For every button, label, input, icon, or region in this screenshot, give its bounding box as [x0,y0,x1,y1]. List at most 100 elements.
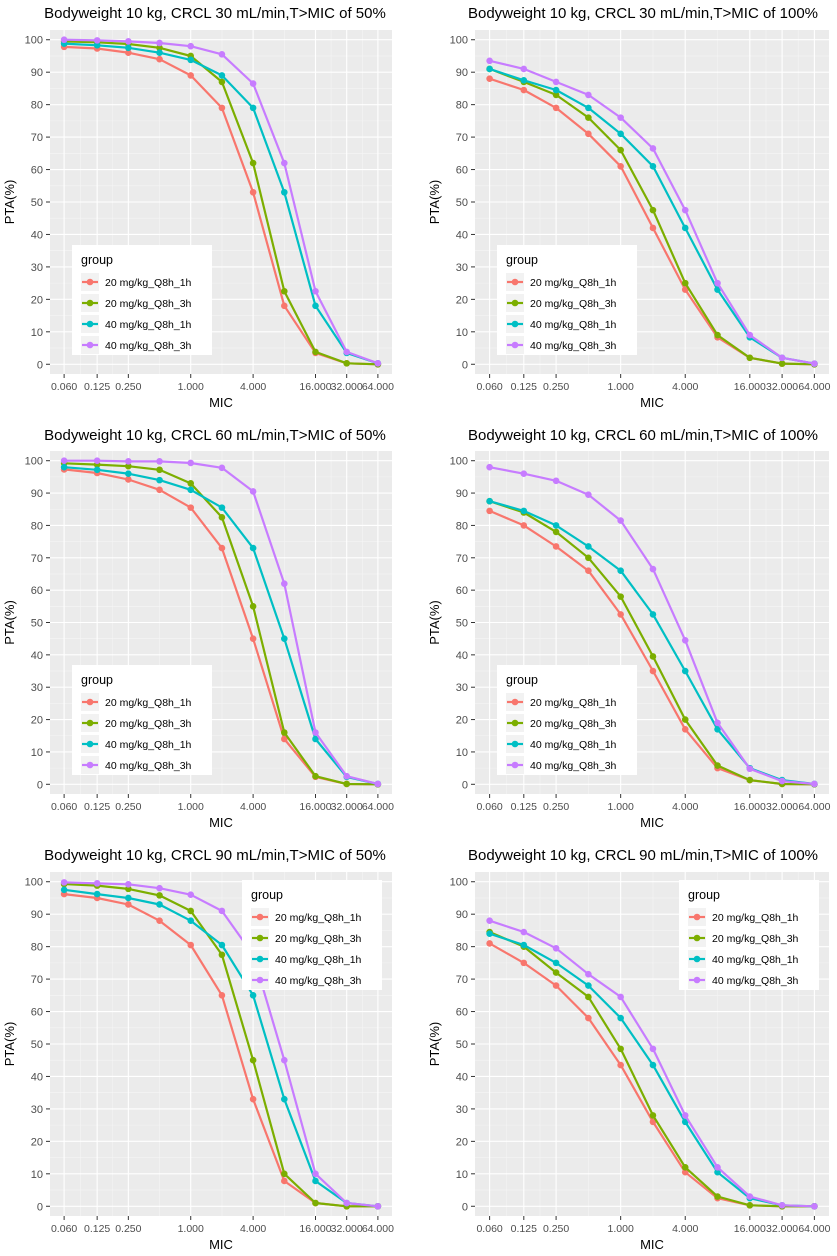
legend-label: 20 mg/kg_Q8h_3h [530,718,617,730]
legend-title: group [81,253,113,267]
x-tick-label: 1.000 [178,801,204,813]
x-tick-label: 4.000 [240,801,266,813]
legend-key-point [86,698,94,706]
data-point [156,466,163,474]
data-point [125,49,132,57]
data-point [811,360,818,367]
data-point [585,567,592,575]
data-point [617,567,624,575]
data-point [156,55,163,63]
data-point [746,1201,754,1209]
legend-key-point [256,955,264,963]
data-point [714,286,721,293]
data-point [156,901,163,908]
legend-key-point [511,320,519,328]
y-tick-label: 0 [37,1201,43,1213]
data-point [681,286,689,293]
legend-title: group [506,253,538,267]
legend-title: group [506,673,538,687]
data-point [520,959,528,967]
data-point [552,78,560,86]
x-tick-label: 0.250 [115,1223,141,1235]
y-tick-label: 60 [456,165,468,177]
data-point [187,486,195,494]
data-point [218,951,226,959]
x-tick-label: 1.000 [608,381,634,393]
data-point [312,772,319,780]
legend-label: 40 mg/kg_Q8h_3h [712,975,799,987]
x-tick-label: 0.125 [84,1223,110,1235]
data-point [552,944,560,952]
data-point [585,104,592,112]
x-tick-label: 0.060 [51,1223,77,1235]
legend-key-point [511,698,519,706]
x-tick-label: 1.000 [178,381,204,393]
x-tick-label: 64.000 [362,801,394,813]
data-point [187,56,195,64]
legend-key-point [693,955,701,963]
data-point [649,653,657,660]
data-point [811,1202,818,1210]
data-point [60,36,68,44]
data-point [486,463,493,471]
x-tick-label: 32.000 [331,801,363,813]
data-point [281,635,288,642]
legend-key-point [86,320,94,328]
data-point [681,725,689,733]
legend-label: 20 mg/kg_Q8h_3h [105,718,192,730]
x-tick-label: 0.250 [115,381,141,393]
data-point [249,1095,257,1103]
data-point [312,302,319,310]
data-point [312,729,319,736]
legend-key-point [86,740,94,748]
chart-panel-1: Bodyweight 10 kg, CRCL 30 mL/min,T>MIC o… [2,5,394,410]
x-tick-label: 0.250 [543,801,569,813]
x-tick-label: 64.000 [798,1223,830,1235]
data-point [585,1014,592,1022]
data-point [649,667,657,675]
data-point [187,459,195,467]
data-point [125,470,132,477]
data-point [649,565,657,573]
data-point [281,580,288,587]
data-point [156,39,163,47]
legend-label: 20 mg/kg_Q8h_3h [105,298,192,310]
y-tick-label: 40 [31,1071,43,1083]
x-tick-label: 4.000 [672,381,698,393]
data-point [187,941,195,949]
data-point [93,880,101,887]
legend: group 20 mg/kg_Q8h_1h 20 mg/kg_Q8h_3h 40 mg… [72,245,212,355]
x-tick-label: 0.060 [476,381,502,393]
data-point [585,554,592,562]
y-tick-label: 70 [456,132,468,144]
legend-label: 40 mg/kg_Q8h_1h [530,319,617,331]
x-axis-title: MIC [209,815,233,830]
data-point [617,1045,624,1053]
chart-title: Bodyweight 10 kg, CRCL 30 mL/min,T>MIC o… [44,5,386,22]
data-point [617,611,624,618]
legend-label: 20 mg/kg_Q8h_1h [712,912,799,924]
legend-label: 20 mg/kg_Q8h_1h [105,697,192,709]
data-point [281,1056,288,1064]
x-tick-label: 16.000 [734,801,766,813]
data-point [681,224,689,232]
data-point [281,735,288,743]
data-point [617,1014,624,1022]
y-tick-label: 40 [31,229,43,241]
data-point [617,146,624,154]
data-point [486,940,493,947]
data-point [649,1118,657,1126]
data-point [585,114,592,121]
data-point [249,1056,257,1064]
legend-label: 40 mg/kg_Q8h_1h [105,319,192,331]
data-point [649,1045,657,1053]
data-point [249,188,257,196]
chart-title: Bodyweight 10 kg, CRCL 90 mL/min,T>MIC o… [468,847,818,864]
y-tick-label: 50 [456,1039,468,1051]
data-point [60,463,68,471]
legend-label: 20 mg/kg_Q8h_3h [275,933,362,945]
y-tick-label: 100 [450,456,468,468]
data-point [343,780,350,788]
data-point [187,891,195,899]
y-tick-label: 10 [31,747,43,759]
